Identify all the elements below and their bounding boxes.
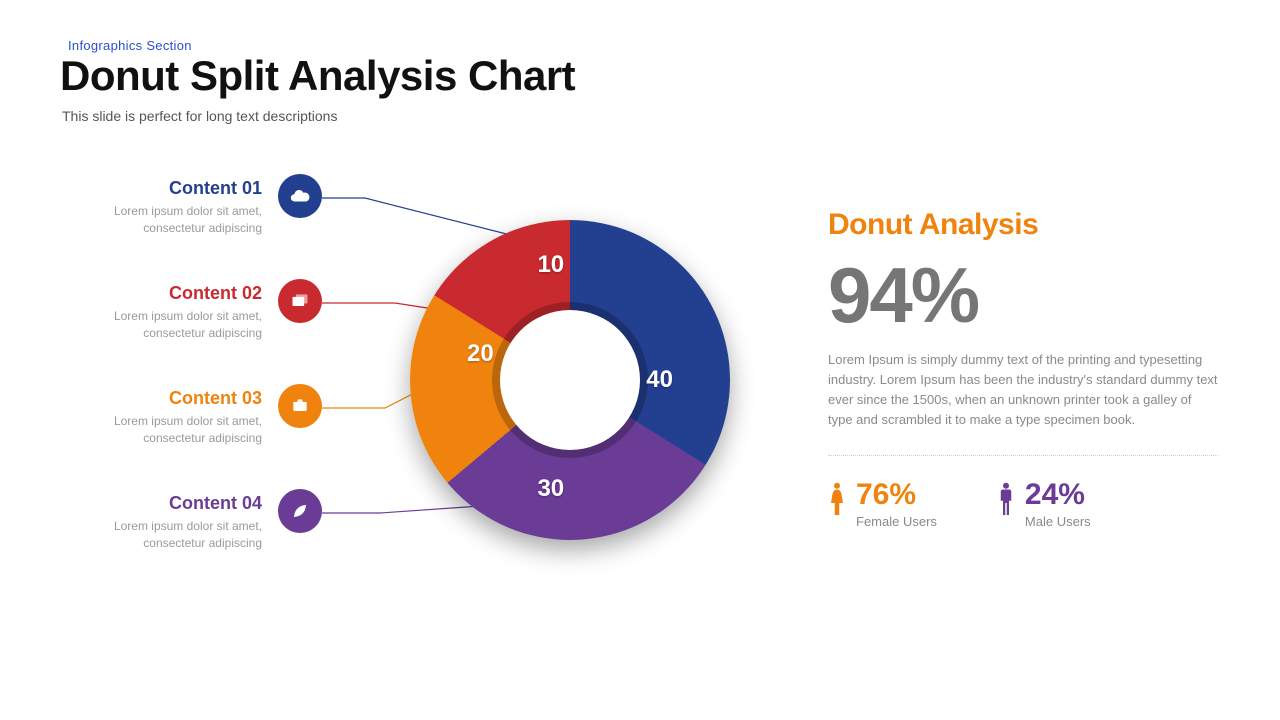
donut-hole xyxy=(500,310,640,450)
stat-pct: 76% xyxy=(856,480,937,510)
leaf-icon xyxy=(278,489,322,533)
slice-label: 30 xyxy=(537,475,564,503)
analysis-title: Donut Analysis xyxy=(828,208,1218,242)
cloud-bolt-icon xyxy=(278,174,322,218)
legend-item: Content 04 Lorem ipsum dolor sit amet, c… xyxy=(62,493,322,598)
analysis-body: Lorem Ipsum is simply dummy text of the … xyxy=(828,350,1218,431)
female-icon xyxy=(828,482,846,524)
male-icon xyxy=(997,482,1015,524)
section-label: Infographics Section xyxy=(68,38,192,53)
slice-label: 20 xyxy=(467,340,494,368)
slice-label: 40 xyxy=(646,366,673,394)
stat-label: Male Users xyxy=(1025,514,1091,529)
legend-item: Content 03 Lorem ipsum dolor sit amet, c… xyxy=(62,388,322,493)
briefcase-icon xyxy=(278,384,322,428)
divider xyxy=(828,455,1218,456)
user-stats: 76% Female Users 24% Male Users xyxy=(828,480,1218,529)
page-title: Donut Split Analysis Chart xyxy=(60,52,575,100)
donut-chart: 40 30 20 10 xyxy=(410,220,730,540)
stat-label: Female Users xyxy=(856,514,937,529)
page-subtitle: This slide is perfect for long text desc… xyxy=(62,108,337,124)
analysis-big-pct: 94% xyxy=(828,256,1218,334)
slice-label: 10 xyxy=(537,251,564,279)
legend-item: Content 02 Lorem ipsum dolor sit amet, c… xyxy=(62,283,322,388)
stat: 24% Male Users xyxy=(997,480,1091,529)
photos-icon xyxy=(278,279,322,323)
analysis-panel: Donut Analysis 94% Lorem Ipsum is simply… xyxy=(828,208,1218,529)
stat: 76% Female Users xyxy=(828,480,937,529)
stat-pct: 24% xyxy=(1025,480,1091,510)
legend: Content 01 Lorem ipsum dolor sit amet, c… xyxy=(62,178,322,598)
slide: Infographics Section Donut Split Analysi… xyxy=(0,0,1280,720)
legend-item: Content 01 Lorem ipsum dolor sit amet, c… xyxy=(62,178,322,283)
